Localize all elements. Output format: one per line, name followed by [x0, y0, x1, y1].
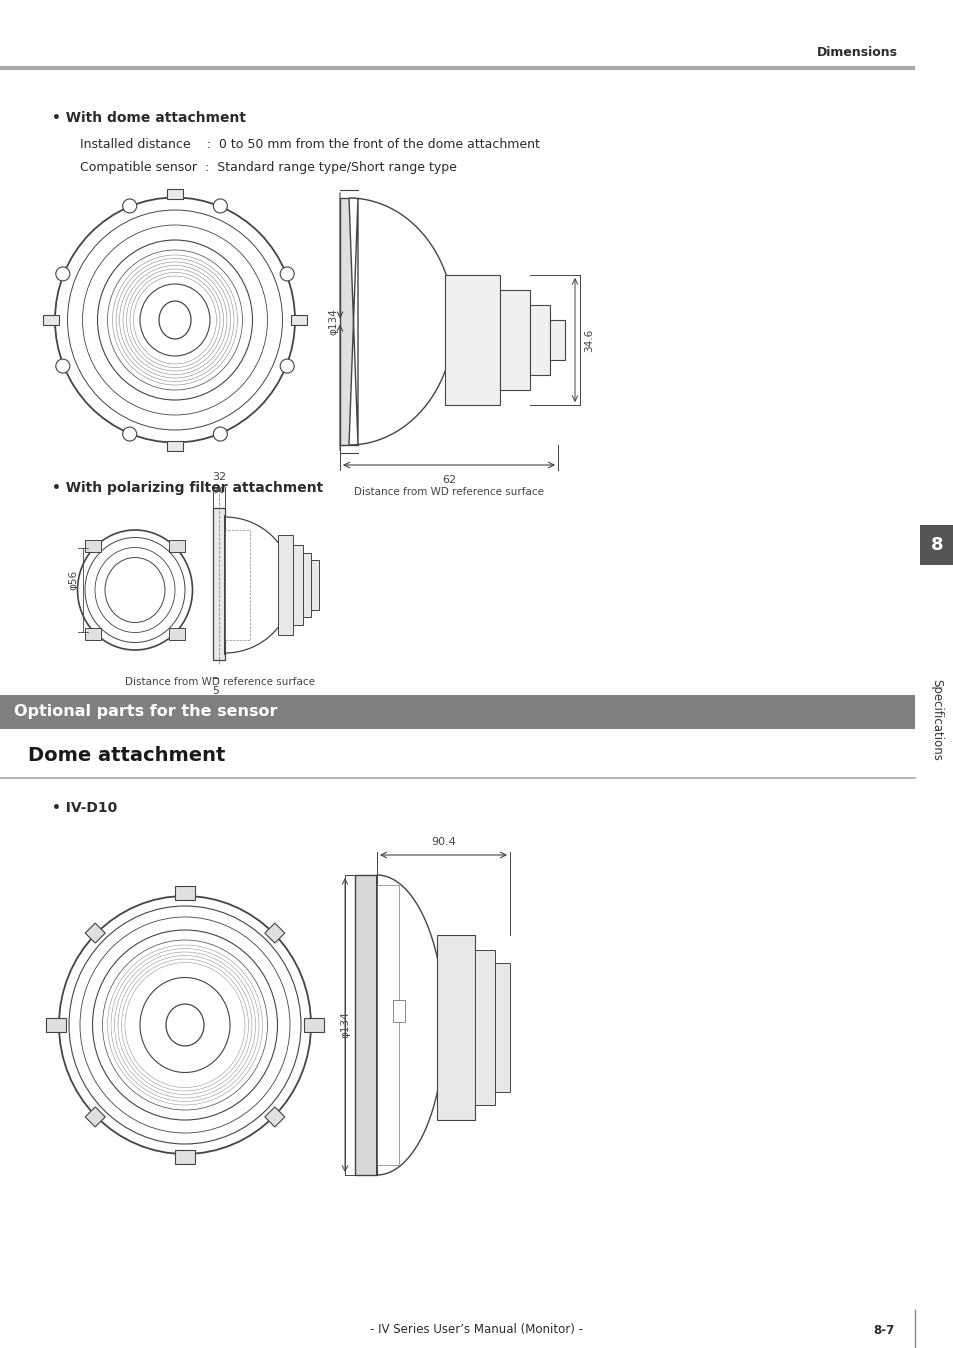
Bar	[339, 198, 357, 445]
Bar	[225, 530, 250, 640]
Text: 8-7: 8-7	[873, 1324, 894, 1336]
Bar	[919, 524, 953, 565]
Polygon shape	[265, 923, 285, 944]
Bar	[495, 962, 510, 1092]
Ellipse shape	[280, 359, 294, 373]
Text: φ134: φ134	[339, 1011, 350, 1038]
Bar	[436, 936, 475, 1120]
Ellipse shape	[56, 267, 70, 280]
Polygon shape	[376, 875, 444, 1175]
Bar	[293, 545, 303, 625]
Bar	[475, 950, 495, 1105]
Text: 5: 5	[213, 686, 219, 696]
Text: Distance from WD reference surface: Distance from WD reference surface	[125, 677, 314, 687]
Bar	[393, 1000, 405, 1022]
Bar	[85, 541, 100, 553]
Polygon shape	[349, 198, 454, 445]
Bar	[46, 1018, 66, 1033]
Ellipse shape	[123, 427, 136, 441]
Ellipse shape	[56, 359, 70, 373]
Ellipse shape	[213, 427, 227, 441]
Bar	[499, 290, 530, 390]
Bar	[167, 189, 183, 200]
Bar	[213, 508, 225, 661]
Bar	[170, 541, 185, 553]
Bar	[311, 559, 318, 611]
Bar	[444, 275, 499, 404]
Bar	[167, 441, 183, 452]
Text: Compatible sensor  :  Standard range type/Short range type: Compatible sensor : Standard range type/…	[80, 162, 456, 174]
Bar	[170, 628, 185, 640]
Polygon shape	[85, 923, 105, 944]
Bar	[291, 315, 307, 325]
Text: - IV Series User’s Manual (Monitor) -: - IV Series User’s Manual (Monitor) -	[370, 1324, 583, 1336]
Text: • With polarizing filter attachment: • With polarizing filter attachment	[52, 481, 323, 495]
Text: φ134: φ134	[328, 309, 337, 334]
Bar	[174, 1150, 194, 1165]
Text: Dimensions: Dimensions	[816, 46, 897, 58]
Text: 34.6: 34.6	[583, 329, 594, 352]
Text: 90.4: 90.4	[431, 837, 456, 847]
Text: 32: 32	[212, 472, 226, 483]
Text: 8: 8	[930, 537, 943, 554]
Bar	[43, 315, 59, 325]
Text: φ56: φ56	[68, 570, 78, 590]
Bar	[376, 886, 398, 1165]
Bar	[355, 875, 376, 1175]
Bar	[174, 886, 194, 900]
Bar	[85, 628, 100, 640]
Polygon shape	[225, 515, 293, 655]
Ellipse shape	[280, 267, 294, 280]
Text: • IV-D10: • IV-D10	[52, 801, 117, 816]
Ellipse shape	[123, 200, 136, 213]
Bar	[0, 696, 914, 729]
Text: Specifications: Specifications	[929, 679, 943, 760]
Bar	[530, 305, 550, 375]
Polygon shape	[85, 1107, 105, 1127]
Text: Optional parts for the sensor: Optional parts for the sensor	[14, 705, 277, 720]
Bar	[304, 1018, 324, 1033]
Text: 62: 62	[441, 474, 456, 485]
Text: Installed distance    :  0 to 50 mm from the front of the dome attachment: Installed distance : 0 to 50 mm from the…	[80, 139, 539, 151]
Ellipse shape	[213, 200, 227, 213]
Polygon shape	[265, 1107, 285, 1127]
Text: • With dome attachment: • With dome attachment	[52, 111, 246, 125]
Bar	[550, 319, 564, 360]
Bar	[303, 553, 311, 617]
Text: Distance from WD reference surface: Distance from WD reference surface	[354, 487, 543, 497]
Bar	[277, 535, 293, 635]
Text: Dome attachment: Dome attachment	[28, 747, 225, 766]
